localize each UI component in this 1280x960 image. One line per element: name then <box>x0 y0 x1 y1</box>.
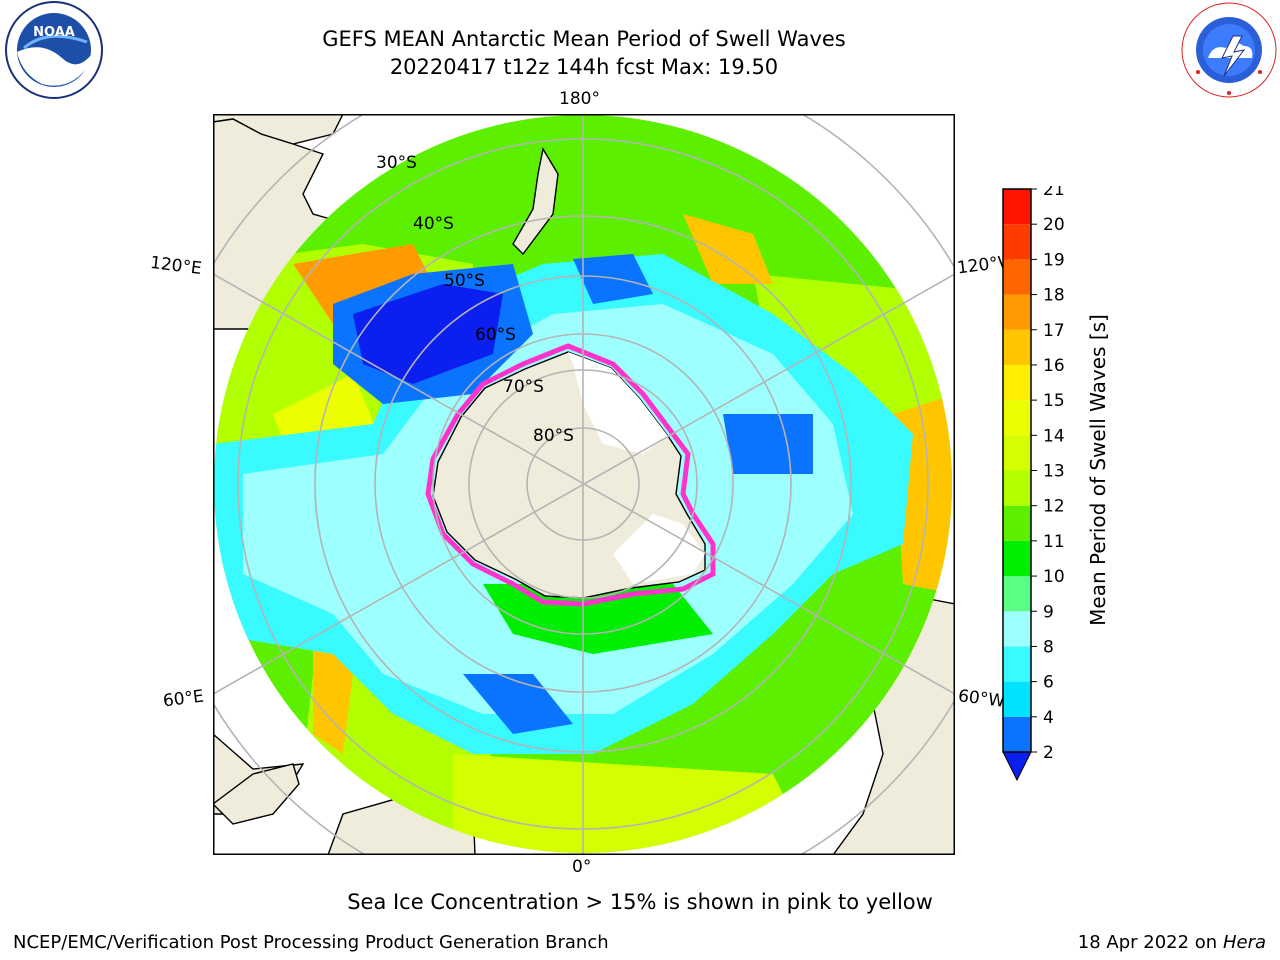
colorbar-segment <box>1003 470 1031 506</box>
colorbar-segment <box>1003 294 1031 330</box>
credit-text: NCEP/EMC/Verification Post Processing Pr… <box>13 932 609 953</box>
colorbar-segment <box>1003 259 1031 295</box>
colorbar-tick-label: 11 <box>1043 532 1065 552</box>
colorbar-tick-label: 8 <box>1043 637 1054 657</box>
colorbar-tick-label: 13 <box>1043 462 1065 482</box>
colorbar-segment <box>1003 576 1031 612</box>
antarctica-ice-shelf <box>568 352 668 454</box>
colorbar-tick-label: 14 <box>1043 426 1065 446</box>
colorbar-tick-label: 21 <box>1043 186 1065 200</box>
nws-logo-icon <box>1181 2 1277 98</box>
colorbar-tick-label: 2 <box>1043 743 1054 763</box>
colorbar: 2 4 6 8 9 10 11 12 13 14 15 16 17 18 19 20 21 <box>1002 186 1065 782</box>
sea-ice-footnote: Sea Ice Concentration > 15% is shown in … <box>347 890 933 914</box>
lon-label-0: 0° <box>572 857 592 877</box>
colorbar-tick-label: 17 <box>1043 321 1065 341</box>
lon-label-120e: 120°E <box>148 252 203 280</box>
colorbar-segment <box>1003 364 1031 401</box>
colorbar-segment <box>1003 400 1031 436</box>
polar-map: 30°S 40°S 50°S 60°S 70°S 80°S <box>213 114 955 855</box>
colorbar-segment <box>1003 540 1031 577</box>
colorbar-tick-label: 9 <box>1043 602 1054 622</box>
colorbar-segment <box>1003 189 1031 225</box>
noaa-logo-icon: NOAA <box>5 1 103 99</box>
madagascar-land <box>213 763 300 825</box>
lon-label-60e: 60°E <box>161 686 205 712</box>
lat-label-70s: 70°S <box>503 377 544 397</box>
colorbar-tick-label: 15 <box>1043 391 1065 411</box>
run-date: 18 Apr 2022 on Hera <box>1078 932 1266 953</box>
colorbar-tick-label: 20 <box>1043 215 1065 235</box>
colorbar-segment <box>1003 681 1031 717</box>
colorbar-tick-label: 18 <box>1043 286 1065 306</box>
colorbar-tick-label: 12 <box>1043 497 1065 517</box>
chart-title: GEFS MEAN Antarctic Mean Period of Swell… <box>322 27 846 51</box>
colorbar-label: Mean Period of Swell Waves [s] <box>1086 314 1110 626</box>
colorbar-tick-label: 10 <box>1043 567 1065 587</box>
colorbar-tick-label: 19 <box>1043 250 1065 270</box>
run-date-text: 18 Apr 2022 on <box>1077 932 1218 953</box>
lon-label-180: 180° <box>559 89 600 109</box>
antarctica-sea-ice-edge <box>425 343 716 607</box>
colorbar-under-triangle <box>1002 751 1032 782</box>
colorbar-segment <box>1003 224 1031 260</box>
colorbar-tick-label: 6 <box>1043 673 1054 693</box>
lat-label-60s: 60°S <box>475 325 516 345</box>
new-zealand-land <box>512 147 559 256</box>
graticule-lines <box>213 114 955 855</box>
colorbar-segment <box>1003 505 1031 541</box>
lat-label-50s: 50°S <box>444 271 485 291</box>
lat-label-80s: 80°S <box>533 426 574 446</box>
colorbar-segment <box>1003 435 1031 471</box>
lon-label-60w: 60°W <box>956 686 1006 712</box>
colorbar-segment <box>1003 646 1031 682</box>
colorbar-segment <box>1003 329 1031 365</box>
colorbar-tick-label: 4 <box>1043 708 1054 728</box>
host-name: Hera <box>1222 932 1266 953</box>
colorbar-segment <box>1003 611 1031 647</box>
colorbar-segment <box>1003 716 1031 752</box>
chart-subtitle: 20220417 t12z 144h fcst Max: 19.50 <box>389 55 779 79</box>
noaa-logo-text: NOAA <box>33 25 75 40</box>
lat-label-30s: 30°S <box>376 153 417 173</box>
colorbar-tick-label: 16 <box>1043 356 1065 376</box>
lat-label-40s: 40°S <box>413 214 454 234</box>
map-border <box>213 114 955 855</box>
